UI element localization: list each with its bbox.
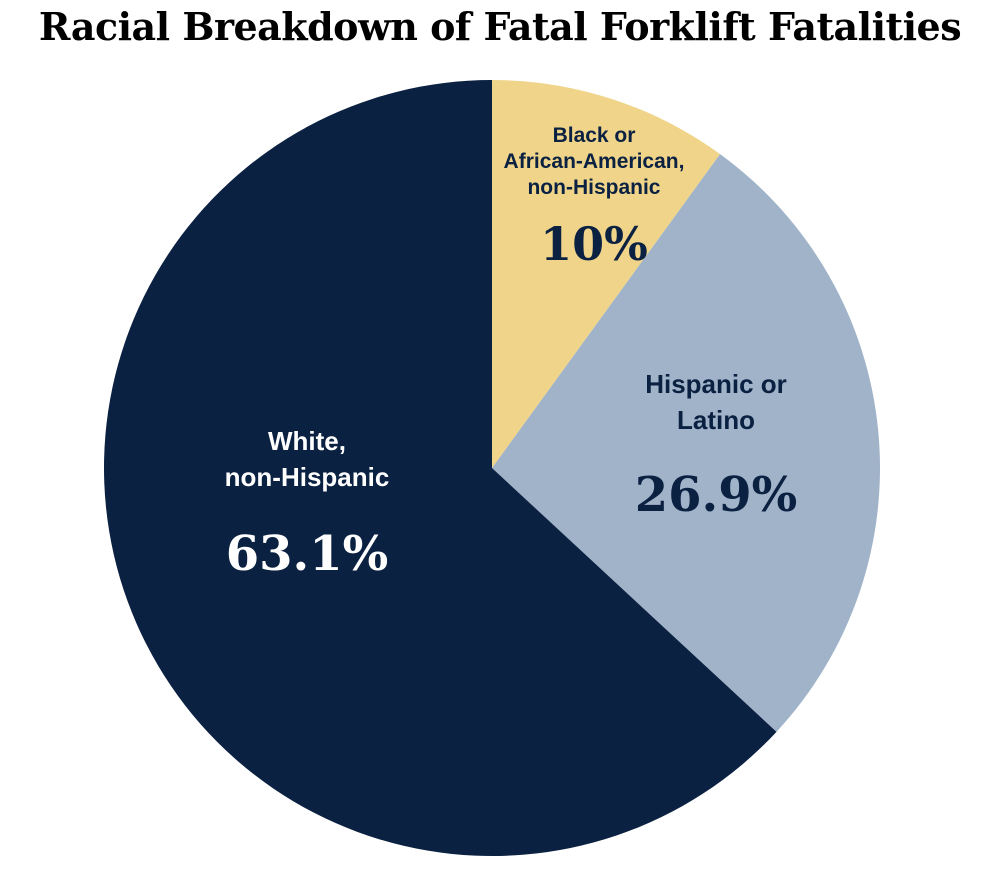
pie-slices (103, 80, 880, 856)
slice-label-0-line-2: non-Hispanic (527, 176, 660, 199)
pie-slice-0 (492, 80, 721, 468)
slice-label-2-line-0: White, (268, 426, 346, 456)
pie-slice-2 (103, 80, 777, 856)
slice-label-2-line-1: non-Hispanic (225, 462, 390, 492)
slice-label-0-line-0: Black or (553, 124, 636, 147)
pie-slice-1 (492, 154, 880, 732)
chart-title: Racial Breakdown of Fatal Forklift Fatal… (38, 4, 962, 49)
slice-label-1-line-1: Latino (677, 405, 755, 435)
slice-label-1-line-0: Hispanic or (645, 369, 787, 399)
slice-value-0: 10% (540, 217, 648, 271)
pie-labels: Black or African-American, non-Hispanic 10%… (225, 124, 798, 582)
slice-value-2: 63.1% (226, 526, 389, 582)
slice-label-0-line-1: African-American, (504, 150, 685, 173)
slice-value-1: 26.9% (635, 467, 798, 523)
